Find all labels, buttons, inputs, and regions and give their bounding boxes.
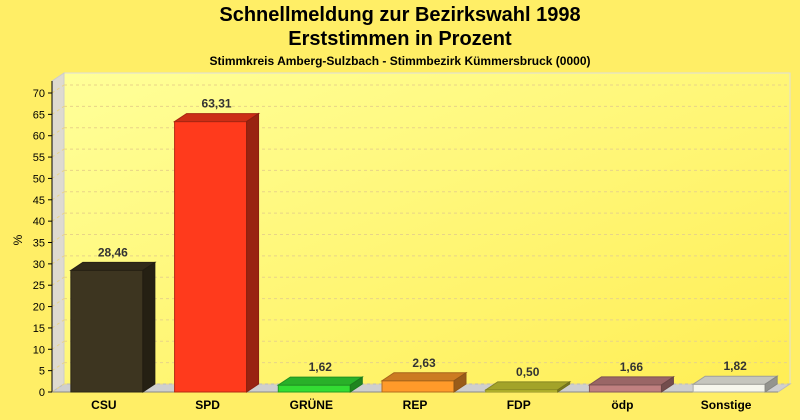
bar-value-label: 1,82 [723, 359, 747, 373]
y-tick-label: 30 [33, 259, 45, 271]
gridline-side [51, 191, 65, 201]
bar-top [69, 261, 157, 271]
bar [588, 384, 662, 393]
y-tick-label: 20 [33, 302, 45, 314]
gridline-side [51, 298, 65, 307]
x-tick-label: ödp [611, 398, 633, 412]
bar-value-label: 1,66 [620, 360, 644, 374]
gridline-side [51, 234, 65, 243]
bar-value-label: 28,46 [98, 245, 128, 259]
x-tick-label: FDP [507, 398, 531, 412]
plot-back-wall [63, 72, 791, 385]
bar [174, 121, 248, 393]
y-axis-label: % [11, 234, 25, 245]
y-tick-label: 40 [33, 216, 45, 228]
gridline-side [51, 84, 65, 94]
y-tick-label: 65 [33, 109, 45, 121]
bar [381, 380, 455, 393]
y-tick-label: 25 [33, 280, 45, 292]
bar-value-label: 2,63 [412, 356, 436, 370]
y-tick-label: 50 [33, 173, 45, 185]
chart-title-line2: Erststimmen in Prozent [288, 28, 512, 50]
gridline-side [51, 255, 65, 265]
y-tick-label: 35 [33, 238, 45, 250]
chart-subtitle: Stimmkreis Amberg-Sulzbach - Stimmbezirk… [209, 54, 591, 68]
plot-side-wall [51, 72, 65, 393]
gridline-side [51, 383, 65, 393]
bar [70, 269, 144, 393]
y-tick-label: 55 [33, 152, 45, 164]
gridline-side [51, 148, 65, 158]
x-tick-label: GRÜNE [290, 397, 333, 412]
bar-side [349, 376, 363, 393]
x-tick-label: Sonstige [701, 398, 752, 412]
y-tick-label: 70 [33, 88, 45, 100]
bar [692, 383, 766, 393]
y-tick-label: 15 [33, 323, 45, 335]
gridline-side [51, 340, 65, 350]
bar-side [246, 112, 260, 393]
chart-title: Schnellmeldung zur Bezirkswahl 1998 [219, 4, 581, 26]
bar-top [587, 376, 676, 386]
gridline-side [51, 362, 65, 372]
gridline-side [51, 276, 65, 286]
x-tick-label: SPD [195, 398, 220, 412]
bar-side [453, 371, 467, 393]
y-tick-label: 5 [39, 366, 45, 378]
gridline-side [51, 212, 65, 222]
gridline-side [51, 127, 65, 137]
bar-value-label: 1,62 [309, 360, 333, 374]
bar-value-label: 63,31 [202, 97, 232, 111]
gridline-side [51, 319, 65, 329]
bar-side [557, 380, 571, 393]
bar-side [660, 375, 674, 393]
bar-value-label: 0,50 [516, 365, 540, 379]
bar-top [380, 372, 468, 382]
bar-top [172, 113, 261, 123]
y-tick-label: 45 [33, 195, 45, 207]
bar-side [142, 261, 156, 393]
x-tick-label: CSU [91, 398, 116, 412]
x-tick-label: REP [403, 398, 428, 412]
y-tick-label: 60 [33, 131, 45, 143]
gridline-side [51, 105, 65, 115]
bar-top [484, 381, 572, 391]
bar [277, 384, 351, 393]
bar-top [276, 376, 364, 386]
y-tick-label: 0 [39, 387, 45, 399]
gridline-side [51, 170, 65, 179]
bar-side [764, 375, 778, 393]
bar-top [691, 375, 779, 385]
y-tick-label: 10 [33, 344, 45, 356]
